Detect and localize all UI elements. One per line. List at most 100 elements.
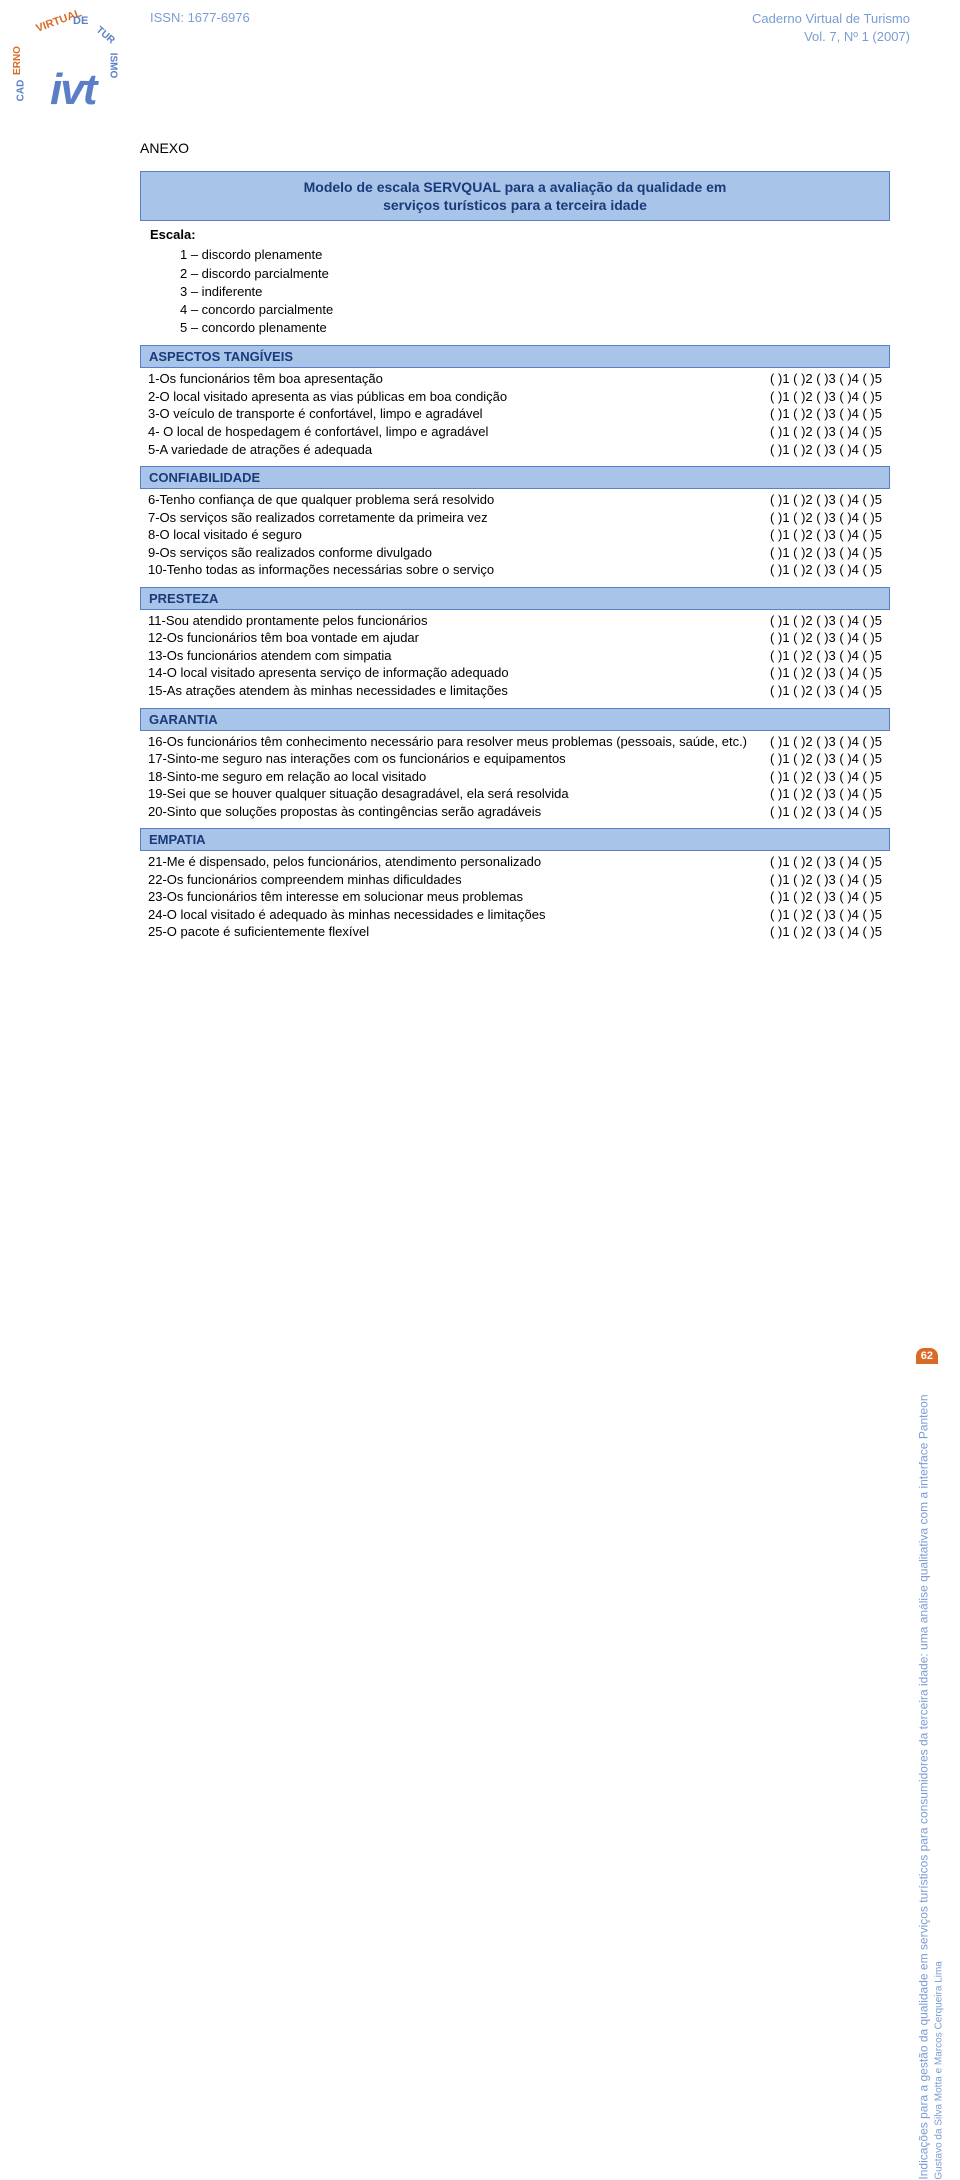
question-scale: ( )1 ( )2 ( )3 ( )4 ( )5: [770, 441, 882, 459]
escala-list: 1 – discordo plenamente 2 – discordo par…: [180, 246, 890, 337]
question-scale: ( )1 ( )2 ( )3 ( )4 ( )5: [770, 785, 882, 803]
question-row: 1-Os funcionários têm boa apresentação( …: [140, 370, 890, 388]
question-text: 3-O veículo de transporte é confortável,…: [148, 405, 770, 423]
question-scale: ( )1 ( )2 ( )3 ( )4 ( )5: [770, 906, 882, 924]
question-text: 6-Tenho confiança de que qualquer proble…: [148, 491, 770, 509]
question-text: 24-O local visitado é adequado às minhas…: [148, 906, 770, 924]
question-row: 17-Sinto-me seguro nas interações com os…: [140, 750, 890, 768]
question-text: 21-Me é dispensado, pelos funcionários, …: [148, 853, 770, 871]
question-row: 9-Os serviços são realizados conforme di…: [140, 544, 890, 562]
question-row: 21-Me é dispensado, pelos funcionários, …: [140, 853, 890, 871]
escala-item: 1 – discordo plenamente: [180, 246, 890, 264]
question-scale: ( )1 ( )2 ( )3 ( )4 ( )5: [770, 871, 882, 889]
question-text: 10-Tenho todas as informações necessária…: [148, 561, 770, 579]
question-row: 20-Sinto que soluções propostas às conti…: [140, 803, 890, 821]
question-scale: ( )1 ( )2 ( )3 ( )4 ( )5: [770, 561, 882, 579]
logo-word-tur: TUR: [94, 25, 117, 47]
question-scale: ( )1 ( )2 ( )3 ( )4 ( )5: [770, 423, 882, 441]
question-row: 12-Os funcionários têm boa vontade em aj…: [140, 629, 890, 647]
question-text: 20-Sinto que soluções propostas às conti…: [148, 803, 770, 821]
escala-label: Escala:: [150, 227, 890, 242]
question-text: 23-Os funcionários têm interesse em solu…: [148, 888, 770, 906]
question-scale: ( )1 ( )2 ( )3 ( )4 ( )5: [770, 526, 882, 544]
question-scale: ( )1 ( )2 ( )3 ( )4 ( )5: [770, 491, 882, 509]
journal-logo: VIRTUAL DE TUR ISMO CAD ERNO ivt: [10, 10, 140, 120]
title-line-2: serviços turísticos para a terceira idad…: [383, 197, 647, 213]
logo-word-ismo: ISMO: [107, 53, 118, 79]
question-row: 22-Os funcionários compreendem minhas di…: [140, 871, 890, 889]
article-side-title: Indicações para a gestão da qualidade em…: [916, 1180, 932, 2180]
question-scale: ( )1 ( )2 ( )3 ( )4 ( )5: [770, 612, 882, 630]
question-scale: ( )1 ( )2 ( )3 ( )4 ( )5: [770, 370, 882, 388]
question-scale: ( )1 ( )2 ( )3 ( )4 ( )5: [770, 888, 882, 906]
side-title-block: Indicações para a gestão da qualidade em…: [925, 180, 945, 1180]
escala-item: 4 – concordo parcialmente: [180, 301, 890, 319]
issn-label: ISSN: 1677-6976: [150, 10, 250, 46]
section-header: EMPATIA: [140, 828, 890, 851]
question-row: 6-Tenho confiança de que qualquer proble…: [140, 491, 890, 509]
question-text: 2-O local visitado apresenta as vias púb…: [148, 388, 770, 406]
question-row: 2-O local visitado apresenta as vias púb…: [140, 388, 890, 406]
question-row: 25-O pacote é suficientemente flexível( …: [140, 923, 890, 941]
question-text: 16-Os funcionários têm conhecimento nece…: [148, 733, 770, 751]
question-scale: ( )1 ( )2 ( )3 ( )4 ( )5: [770, 629, 882, 647]
question-text: 12-Os funcionários têm boa vontade em aj…: [148, 629, 770, 647]
question-scale: ( )1 ( )2 ( )3 ( )4 ( )5: [770, 803, 882, 821]
question-scale: ( )1 ( )2 ( )3 ( )4 ( )5: [770, 405, 882, 423]
question-text: 19-Sei que se houver qualquer situação d…: [148, 785, 770, 803]
question-row: 13-Os funcionários atendem com simpatia(…: [140, 647, 890, 665]
question-text: 11-Sou atendido prontamente pelos funcio…: [148, 612, 770, 630]
question-scale: ( )1 ( )2 ( )3 ( )4 ( )5: [770, 647, 882, 665]
journal-title: Caderno Virtual de Turismo: [752, 10, 910, 28]
section-header: ASPECTOS TANGÍVEIS: [140, 345, 890, 368]
escala-item: 5 – concordo plenamente: [180, 319, 890, 337]
question-scale: ( )1 ( )2 ( )3 ( )4 ( )5: [770, 388, 882, 406]
logo-word-cad: CAD: [15, 80, 26, 102]
question-row: 24-O local visitado é adequado às minhas…: [140, 906, 890, 924]
question-row: 19-Sei que se houver qualquer situação d…: [140, 785, 890, 803]
question-text: 14-O local visitado apresenta serviço de…: [148, 664, 770, 682]
issue-label: Vol. 7, Nº 1 (2007): [752, 28, 910, 46]
question-text: 1-Os funcionários têm boa apresentação: [148, 370, 770, 388]
question-row: 18-Sinto-me seguro em relação ao local v…: [140, 768, 890, 786]
main-content: ANEXO Modelo de escala SERVQUAL para a a…: [140, 140, 890, 941]
section-header: PRESTEZA: [140, 587, 890, 610]
page-number: 62: [916, 1348, 938, 1364]
logo-word-de: DE: [73, 15, 88, 27]
question-text: 17-Sinto-me seguro nas interações com os…: [148, 750, 770, 768]
question-text: 15-As atrações atendem às minhas necessi…: [148, 682, 770, 700]
question-row: 15-As atrações atendem às minhas necessi…: [140, 682, 890, 700]
escala-item: 2 – discordo parcialmente: [180, 265, 890, 283]
question-text: 4- O local de hospedagem é confortável, …: [148, 423, 770, 441]
question-row: 7-Os serviços são realizados corretament…: [140, 509, 890, 527]
question-row: 16-Os funcionários têm conhecimento nece…: [140, 733, 890, 751]
logo-word-erno: ERNO: [12, 46, 23, 75]
section-header: GARANTIA: [140, 708, 890, 731]
question-scale: ( )1 ( )2 ( )3 ( )4 ( )5: [770, 750, 882, 768]
escala-item: 3 – indiferente: [180, 283, 890, 301]
question-row: 11-Sou atendido prontamente pelos funcio…: [140, 612, 890, 630]
question-row: 4- O local de hospedagem é confortável, …: [140, 423, 890, 441]
question-scale: ( )1 ( )2 ( )3 ( )4 ( )5: [770, 544, 882, 562]
question-row: 14-O local visitado apresenta serviço de…: [140, 664, 890, 682]
question-text: 18-Sinto-me seguro em relação ao local v…: [148, 768, 770, 786]
question-scale: ( )1 ( )2 ( )3 ( )4 ( )5: [770, 733, 882, 751]
question-text: 13-Os funcionários atendem com simpatia: [148, 647, 770, 665]
anexo-heading: ANEXO: [140, 140, 890, 156]
section-header: CONFIABILIDADE: [140, 466, 890, 489]
question-scale: ( )1 ( )2 ( )3 ( )4 ( )5: [770, 664, 882, 682]
title-band: Modelo de escala SERVQUAL para a avaliaç…: [140, 171, 890, 221]
question-text: 7-Os serviços são realizados corretament…: [148, 509, 770, 527]
page-header: ISSN: 1677-6976 Caderno Virtual de Turis…: [150, 10, 910, 46]
question-scale: ( )1 ( )2 ( )3 ( )4 ( )5: [770, 853, 882, 871]
question-text: 22-Os funcionários compreendem minhas di…: [148, 871, 770, 889]
question-row: 10-Tenho todas as informações necessária…: [140, 561, 890, 579]
question-text: 25-O pacote é suficientemente flexível: [148, 923, 770, 941]
question-row: 23-Os funcionários têm interesse em solu…: [140, 888, 890, 906]
question-text: 5-A variedade de atrações é adequada: [148, 441, 770, 459]
question-scale: ( )1 ( )2 ( )3 ( )4 ( )5: [770, 768, 882, 786]
question-scale: ( )1 ( )2 ( )3 ( )4 ( )5: [770, 923, 882, 941]
question-text: 8-O local visitado é seguro: [148, 526, 770, 544]
title-line-1: Modelo de escala SERVQUAL para a avaliaç…: [304, 179, 727, 195]
question-scale: ( )1 ( )2 ( )3 ( )4 ( )5: [770, 509, 882, 527]
